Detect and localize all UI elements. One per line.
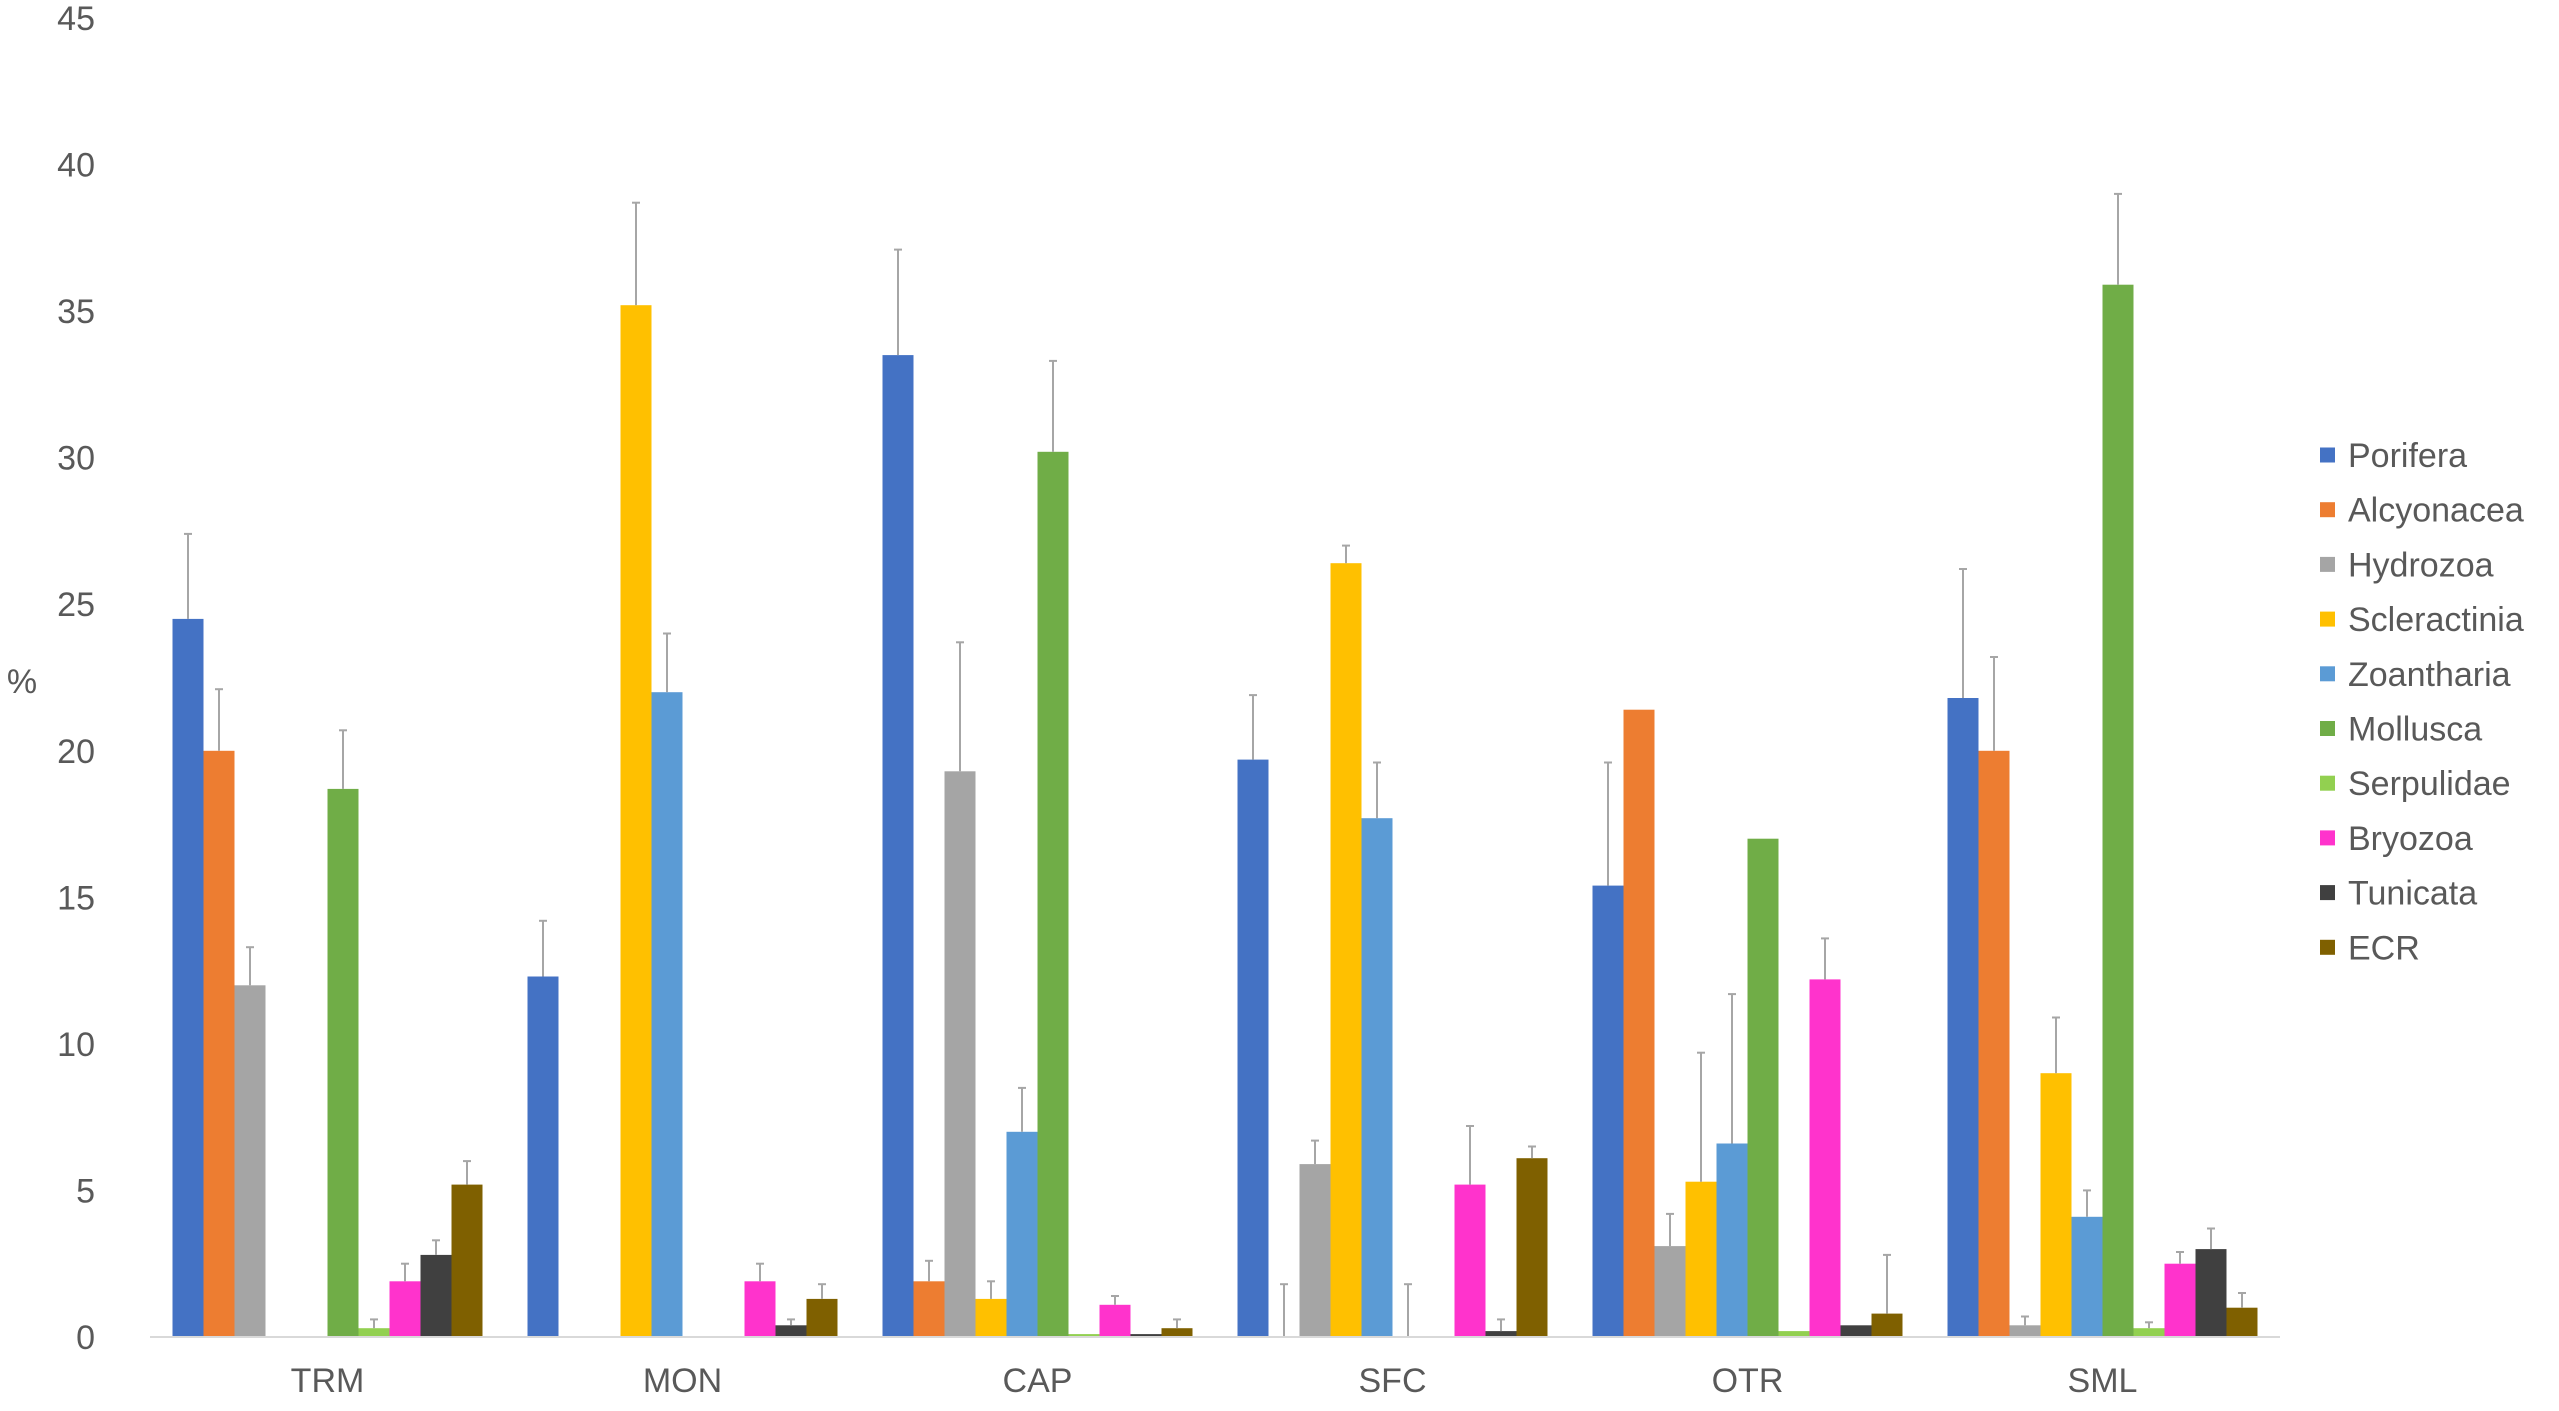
legend-label-bryozoa: Bryozoa (2348, 820, 2473, 858)
x-category-label: SML (2068, 1362, 2138, 1400)
bar-alcyonacea-cap (913, 1281, 945, 1337)
bar-zoantharia-sml (2071, 1216, 2103, 1337)
bar-porifera-sfc (1237, 759, 1269, 1337)
bar-tunicata-mon (775, 1325, 807, 1337)
x-category-label: CAP (1003, 1362, 1073, 1400)
bar-scleractinia-sfc (1330, 563, 1362, 1337)
x-category-label: SFC (1359, 1362, 1427, 1400)
bar-tunicata-sfc (1485, 1331, 1517, 1337)
bar-serpulidae-sml (2133, 1328, 2165, 1337)
legend-label-alcyonacea: Alcyonacea (2348, 492, 2524, 530)
bar-porifera-cap (882, 355, 914, 1338)
bar-alcyonacea-trm (203, 750, 235, 1337)
x-category-label: MON (643, 1362, 722, 1400)
bar-ecr-sml (2226, 1307, 2258, 1337)
bar-hydrozoa-trm (234, 985, 266, 1337)
legend-label-hydrozoa: Hydrozoa (2348, 546, 2494, 584)
bar-mollusca-cap (1037, 451, 1069, 1337)
bar-hydrozoa-cap (944, 771, 976, 1337)
bar-porifera-mon (527, 976, 559, 1337)
bar-bryozoa-sml (2164, 1263, 2196, 1337)
legend-swatch-porifera (2320, 447, 2335, 463)
bar-bryozoa-otr (1809, 979, 1841, 1337)
legend-swatch-hydrozoa (2320, 556, 2335, 572)
bar-ecr-mon (806, 1298, 838, 1337)
y-tick-label: 10 (57, 1026, 95, 1064)
bar-bryozoa-sfc (1454, 1184, 1486, 1337)
bar-hydrozoa-sfc (1299, 1164, 1331, 1337)
bar-tunicata-sml (2195, 1249, 2227, 1337)
legend-swatch-bryozoa (2320, 830, 2335, 846)
bar-scleractinia-mon (620, 305, 652, 1338)
bar-ecr-cap (1161, 1328, 1193, 1337)
legend-swatch-alcyonacea (2320, 502, 2335, 518)
legend-label-serpulidae: Serpulidae (2348, 765, 2511, 803)
bar-zoantharia-mon (651, 692, 683, 1337)
y-tick-label: 40 (57, 147, 95, 185)
bar-mollusca-otr (1747, 838, 1779, 1337)
bar-porifera-sml (1947, 698, 1979, 1337)
legend-swatch-zoantharia (2320, 666, 2335, 682)
bars-layer (172, 284, 2258, 1338)
bar-zoantharia-sfc (1361, 818, 1393, 1337)
bar-alcyonacea-sml (1978, 750, 2010, 1337)
y-tick-label: 45 (57, 0, 95, 38)
bar-tunicata-trm (420, 1254, 452, 1337)
legend-swatch-scleractinia (2320, 611, 2335, 627)
legend-label-ecr: ECR (2348, 929, 2420, 967)
bar-tunicata-otr (1840, 1325, 1872, 1337)
bar-serpulidae-cap (1068, 1334, 1100, 1337)
bar-zoantharia-cap (1006, 1131, 1038, 1337)
bar-ecr-sfc (1516, 1158, 1548, 1337)
legend-label-mollusca: Mollusca (2348, 711, 2482, 749)
x-category-label: OTR (1712, 1362, 1784, 1400)
y-tick-label: 0 (76, 1319, 95, 1357)
y-tick-label: 25 (57, 586, 95, 624)
legend-swatch-serpulidae (2320, 775, 2335, 791)
bar-scleractinia-sml (2040, 1073, 2072, 1337)
bar-ecr-otr (1871, 1313, 1903, 1337)
bar-scleractinia-otr (1685, 1181, 1717, 1337)
legend-swatch-ecr (2320, 939, 2335, 955)
y-tick-label: 30 (57, 440, 95, 478)
y-tick-label: 20 (57, 733, 95, 771)
bar-zoantharia-otr (1716, 1143, 1748, 1337)
bar-bryozoa-trm (389, 1281, 421, 1337)
bar-scleractinia-cap (975, 1298, 1007, 1337)
bar-porifera-otr (1592, 885, 1624, 1337)
bar-mollusca-trm (327, 788, 359, 1337)
y-tick-label: 5 (76, 1172, 95, 1210)
bar-mollusca-sml (2102, 284, 2134, 1338)
bar-porifera-trm (172, 618, 204, 1337)
bar-bryozoa-cap (1099, 1304, 1131, 1337)
bar-hydrozoa-sml (2009, 1325, 2041, 1337)
error-bars-layer (184, 192, 2246, 1337)
legend-label-scleractinia: Scleractinia (2348, 601, 2524, 639)
legend-label-zoantharia: Zoantharia (2348, 656, 2511, 694)
legend-swatch-mollusca (2320, 721, 2335, 736)
y-tick-label: 15 (57, 879, 95, 917)
bar-ecr-trm (451, 1184, 483, 1337)
x-category-label: TRM (291, 1362, 365, 1400)
bar-tunicata-cap (1130, 1334, 1162, 1337)
legend: Porifera Alcyonacea Hydrozoa Scleractinia Zo… (2320, 437, 2524, 967)
bar-serpulidae-otr (1778, 1331, 1810, 1337)
y-axis-label: % (7, 663, 37, 701)
bar-alcyonacea-otr (1623, 709, 1655, 1337)
x-axis-category-labels: TRM MON CAP SFC OTR SML (291, 1362, 2138, 1400)
legend-label-tunicata: Tunicata (2348, 875, 2477, 913)
legend-swatch-tunicata (2320, 885, 2335, 901)
y-axis-ticks: 0 5 10 15 20 25 30 35 40 45 (57, 0, 95, 1357)
bar-bryozoa-mon (744, 1281, 776, 1337)
legend-label-porifera: Porifera (2348, 437, 2467, 475)
bar-serpulidae-trm (358, 1328, 390, 1337)
y-tick-label: 35 (57, 293, 95, 331)
bar-hydrozoa-otr (1654, 1246, 1686, 1337)
